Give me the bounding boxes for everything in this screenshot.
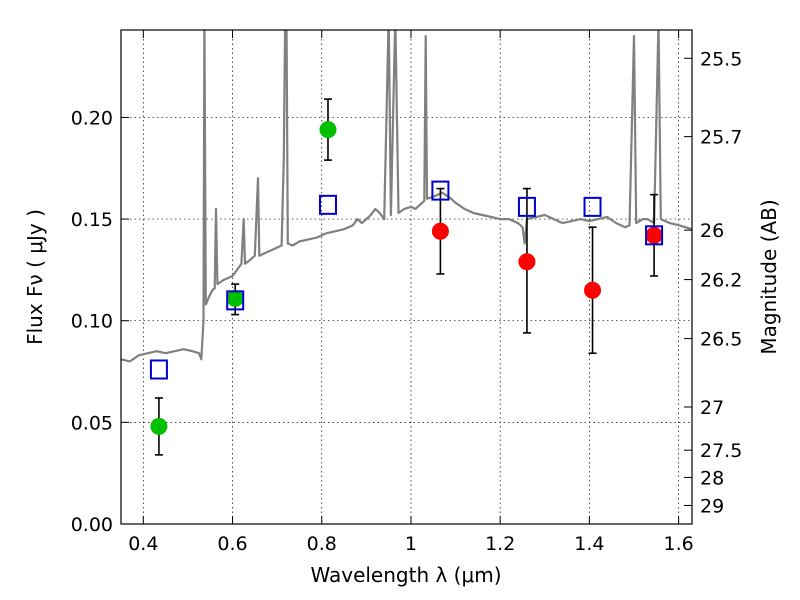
y-axis-label: Flux Fν ( μJy ) bbox=[23, 209, 47, 345]
x-tick-label: 0.4 bbox=[128, 533, 158, 555]
plot-frame bbox=[120, 29, 693, 525]
model-point-square bbox=[583, 196, 602, 217]
y2-tick-label: 27.5 bbox=[700, 440, 742, 462]
model-spectrum bbox=[121, 30, 692, 363]
y2-tick-label: 29 bbox=[700, 495, 724, 517]
x-tick-label: 1.4 bbox=[574, 533, 604, 555]
y2-tick-label: 25.5 bbox=[700, 48, 742, 70]
model-point-square bbox=[226, 290, 245, 311]
model-point-square bbox=[517, 196, 536, 217]
x-tick-label: 1 bbox=[405, 533, 417, 555]
data-point-circle bbox=[518, 253, 536, 271]
data-point-circle bbox=[584, 281, 602, 299]
data-point-circle bbox=[319, 121, 337, 139]
x-tick-label: 0.8 bbox=[307, 533, 337, 555]
y2-tick-label: 26.2 bbox=[700, 270, 742, 292]
x-tick-label: 1.2 bbox=[485, 533, 515, 555]
y2-tick-label: 25.7 bbox=[700, 127, 742, 149]
model-spectrum-line bbox=[121, 30, 692, 363]
data-point-circle bbox=[431, 222, 449, 240]
y2-tick-label: 27 bbox=[700, 397, 724, 419]
y2-tick-label: 28 bbox=[700, 467, 724, 489]
y2-axis-label: Magnitude (AB) bbox=[757, 199, 781, 354]
model-point-square bbox=[431, 180, 450, 201]
data-point-circle bbox=[150, 417, 168, 435]
y-tick-label: 0.15 bbox=[71, 209, 113, 231]
y2-tick-label: 26 bbox=[700, 220, 724, 242]
y-tick-label: 0.00 bbox=[71, 514, 113, 536]
x-axis-label: Wavelength λ (μm) bbox=[310, 563, 501, 587]
data-point-circle bbox=[226, 289, 244, 307]
y-tick-label: 0.10 bbox=[71, 311, 113, 333]
model-point-square bbox=[318, 194, 337, 215]
x-tick-label: 0.6 bbox=[217, 533, 247, 555]
y2-tick-label: 26.5 bbox=[700, 329, 742, 351]
data-markers bbox=[149, 121, 664, 435]
axis-ticks: 0.4 0.6 0.8 1 1.2 1.4 1.6 0.00 0.05 0.10 0.15 0.20 2… bbox=[71, 30, 742, 555]
y-tick-label: 0.20 bbox=[71, 107, 113, 129]
data-point-circle bbox=[645, 226, 663, 244]
y-tick-label: 0.05 bbox=[71, 412, 113, 434]
model-point-square bbox=[645, 225, 664, 246]
model-point-square bbox=[149, 359, 168, 380]
x-tick-label: 1.6 bbox=[664, 533, 694, 555]
